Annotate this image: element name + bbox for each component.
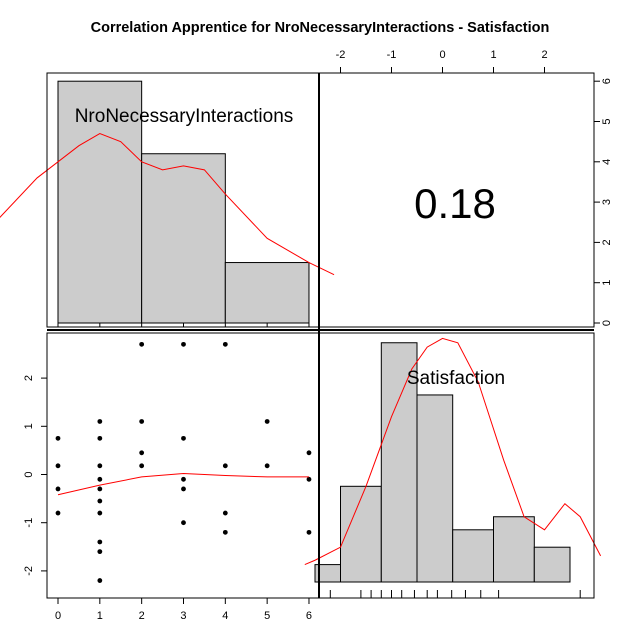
scatter-point bbox=[181, 435, 186, 441]
scatter-point bbox=[222, 463, 228, 469]
scatter-point bbox=[139, 463, 145, 469]
bottom-axis-tick-label: 0 bbox=[55, 610, 61, 622]
scatter-point bbox=[139, 419, 145, 424]
scatter-point bbox=[97, 549, 103, 555]
bottom-axis-tick-label: 4 bbox=[222, 610, 228, 622]
right-axis-tick-label: 2 bbox=[601, 239, 613, 245]
scatter-point bbox=[181, 486, 186, 492]
scatter-point bbox=[97, 539, 103, 545]
scatter-point bbox=[55, 435, 61, 441]
scatter-point bbox=[222, 510, 228, 516]
variable-label-nro: NroNecessaryInteractions bbox=[75, 106, 294, 127]
left-axis-tick-label: 2 bbox=[23, 375, 35, 381]
right-axis-tick-label: 5 bbox=[601, 118, 613, 124]
right-axis-tick-label: 3 bbox=[601, 199, 613, 205]
scatter-point bbox=[97, 578, 103, 583]
bottom-axis-tick-label: 1 bbox=[97, 610, 103, 622]
satisfaction-histogram-bar bbox=[452, 529, 495, 583]
nro-density-curve bbox=[0, 133, 335, 276]
top-axis-tick-label: 0 bbox=[439, 49, 445, 61]
left-axis-tick-label: -2 bbox=[23, 566, 35, 576]
scatter-point bbox=[306, 476, 312, 482]
satisfaction-histogram-bar bbox=[493, 516, 535, 583]
scatter-point bbox=[55, 510, 61, 516]
scatter-point bbox=[97, 463, 103, 469]
variable-label-satisfaction: Satisfaction bbox=[407, 368, 505, 389]
satisfaction-histogram-bar bbox=[533, 546, 571, 583]
scatter-point bbox=[55, 463, 61, 469]
left-axis-tick-label: -1 bbox=[23, 518, 35, 528]
scatter-point bbox=[97, 419, 103, 424]
right-axis-tick-label: 6 bbox=[601, 78, 613, 84]
lowess-curve bbox=[57, 473, 309, 496]
bottom-axis-tick-label: 5 bbox=[264, 610, 270, 622]
scatter-point bbox=[264, 419, 270, 424]
scatter-point bbox=[306, 450, 312, 456]
scatter-point bbox=[97, 435, 103, 441]
scatter-point bbox=[181, 341, 186, 347]
right-axis-tick-label: 0 bbox=[601, 320, 613, 326]
top-axis-tick-label: -2 bbox=[336, 49, 346, 61]
satisfaction-density-curve bbox=[304, 337, 602, 566]
bottom-axis-tick-label: 3 bbox=[180, 610, 186, 622]
scatter-point bbox=[97, 498, 103, 504]
scatter-point bbox=[181, 520, 186, 526]
scatter-point bbox=[222, 529, 228, 535]
scatter-point bbox=[306, 529, 312, 535]
top-axis-tick-label: 1 bbox=[490, 49, 496, 61]
satisfaction-histogram-bar bbox=[380, 342, 418, 583]
scatter-point bbox=[139, 341, 145, 347]
scatter-point bbox=[139, 450, 145, 456]
left-axis-tick-label: 1 bbox=[23, 423, 35, 429]
nro-histogram-bar bbox=[224, 262, 310, 324]
chart-title: Correlation Apprentice for NroNecessaryI… bbox=[90, 20, 550, 36]
right-axis-tick-label: 1 bbox=[601, 280, 613, 286]
scatter-point bbox=[222, 341, 228, 347]
scatter-point bbox=[181, 476, 186, 482]
scatter-point bbox=[97, 510, 103, 516]
right-axis-tick-label: 4 bbox=[601, 159, 613, 165]
scatter-point bbox=[97, 476, 103, 482]
correlation-value: 0.18 bbox=[414, 180, 496, 227]
bottom-axis-tick-label: 6 bbox=[306, 610, 312, 622]
scatter-point bbox=[55, 486, 61, 492]
satisfaction-histogram-bar bbox=[416, 394, 454, 583]
top-axis-tick-label: 2 bbox=[541, 49, 547, 61]
scatter-point bbox=[97, 486, 103, 492]
satisfaction-histogram-bar bbox=[340, 485, 382, 583]
top-axis-tick-label: -1 bbox=[387, 49, 397, 61]
bottom-axis-tick-label: 2 bbox=[139, 610, 145, 622]
left-axis-tick-label: 0 bbox=[23, 471, 35, 477]
panel-border bbox=[46, 332, 320, 599]
scatter-point bbox=[264, 463, 270, 469]
